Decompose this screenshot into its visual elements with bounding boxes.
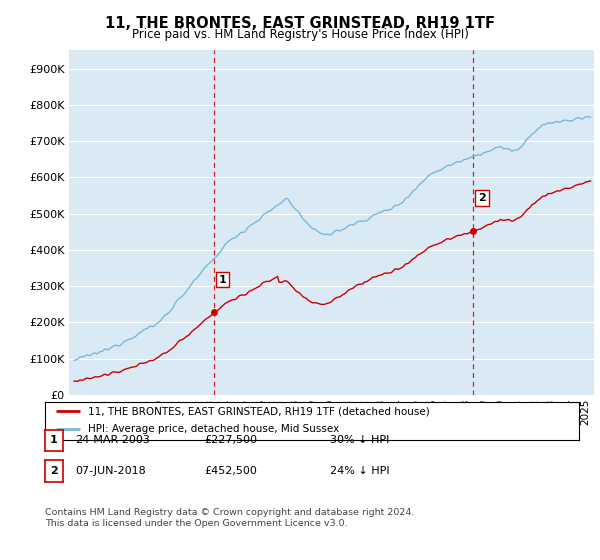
Text: HPI: Average price, detached house, Mid Sussex: HPI: Average price, detached house, Mid … xyxy=(88,424,339,434)
Text: Price paid vs. HM Land Registry's House Price Index (HPI): Price paid vs. HM Land Registry's House … xyxy=(131,28,469,41)
Text: £452,500: £452,500 xyxy=(204,466,257,476)
Text: 11, THE BRONTES, EAST GRINSTEAD, RH19 1TF (detached house): 11, THE BRONTES, EAST GRINSTEAD, RH19 1T… xyxy=(88,406,430,416)
Text: 24-MAR-2003: 24-MAR-2003 xyxy=(75,435,150,445)
Text: 24% ↓ HPI: 24% ↓ HPI xyxy=(330,466,389,476)
Text: 2: 2 xyxy=(478,193,486,203)
Text: 11, THE BRONTES, EAST GRINSTEAD, RH19 1TF: 11, THE BRONTES, EAST GRINSTEAD, RH19 1T… xyxy=(105,16,495,31)
Text: 07-JUN-2018: 07-JUN-2018 xyxy=(75,466,146,476)
Text: 2: 2 xyxy=(50,466,58,476)
Text: 1: 1 xyxy=(50,435,58,445)
Text: 1: 1 xyxy=(219,275,227,284)
Text: Contains HM Land Registry data © Crown copyright and database right 2024.
This d: Contains HM Land Registry data © Crown c… xyxy=(45,508,415,528)
Text: £227,500: £227,500 xyxy=(204,435,257,445)
Text: 30% ↓ HPI: 30% ↓ HPI xyxy=(330,435,389,445)
